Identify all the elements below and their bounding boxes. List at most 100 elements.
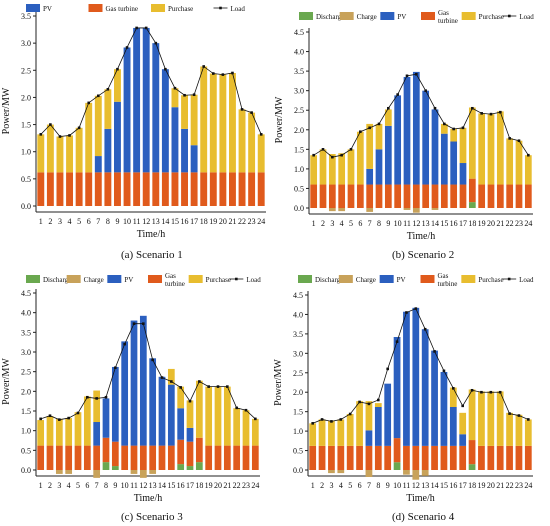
- bar-gas-turbine: [133, 172, 141, 206]
- y-tick-label: 1.5: [21, 121, 31, 130]
- x-tick-label: 21: [496, 219, 504, 228]
- bar-gas-turbine: [37, 172, 45, 206]
- bar-gas-turbine: [524, 445, 532, 470]
- x-tick-label: 8: [106, 217, 110, 226]
- y-tick-label: 1.5: [293, 408, 303, 417]
- bar-purchase: [365, 401, 373, 431]
- x-tick-label: 20: [214, 481, 222, 490]
- bar-gas-turbine: [468, 440, 476, 465]
- bar-gas-turbine: [83, 445, 91, 470]
- bar-purchase: [219, 74, 227, 173]
- bar-pv: [440, 133, 448, 185]
- x-tick-label: 2: [48, 217, 52, 226]
- load-point: [471, 106, 474, 110]
- bar-gas-turbine: [356, 184, 364, 208]
- bar-purchase: [104, 89, 112, 129]
- bar-pv: [123, 47, 131, 173]
- bar-discharge: [468, 464, 476, 470]
- y-tick-label: 3.5: [293, 330, 303, 339]
- bar-gas-turbine: [251, 445, 259, 470]
- bar-purchase: [114, 69, 121, 102]
- load-point: [188, 399, 192, 403]
- legend-label: Discharge: [315, 276, 343, 284]
- legend-label: Load: [519, 276, 534, 284]
- bar-gas-turbine: [37, 445, 45, 470]
- load-point: [498, 390, 502, 394]
- bar-pv: [158, 376, 166, 446]
- bar-gas-turbine: [338, 184, 346, 208]
- legend-swatch-discharge: [299, 12, 313, 20]
- x-tick-label: 18: [468, 481, 476, 490]
- legend-label: Charge: [357, 13, 377, 21]
- bar-gas-turbine: [161, 172, 169, 206]
- x-tick-label: 17: [186, 481, 194, 490]
- bar-charge: [421, 470, 429, 476]
- bar-gas-turbine: [478, 445, 485, 470]
- bar-discharge: [111, 466, 119, 470]
- bar-purchase: [319, 149, 327, 185]
- legend-label: Gas: [165, 272, 176, 280]
- bar-charge: [149, 470, 157, 474]
- load-point: [489, 112, 493, 116]
- bar-gas-turbine: [440, 184, 448, 208]
- bar-purchase: [328, 154, 336, 185]
- legend-label: turbine: [438, 280, 458, 288]
- y-tick-label: 3.0: [21, 348, 31, 357]
- bar-purchase: [223, 386, 231, 446]
- legend-label: Purchase: [206, 276, 231, 284]
- bar-charge: [412, 470, 420, 480]
- load-point: [415, 72, 418, 76]
- bar-pv: [121, 341, 129, 446]
- x-tick-label: 5: [349, 219, 353, 228]
- bar-pv: [102, 398, 110, 438]
- load-point: [489, 390, 493, 394]
- bar-pv: [93, 422, 101, 446]
- y-tick-label: 1.0: [294, 165, 304, 174]
- load-point: [151, 358, 154, 362]
- x-tick-label: 7: [368, 219, 372, 228]
- bar-pv: [403, 311, 410, 446]
- bar-purchase: [346, 414, 354, 446]
- bar-charge: [412, 208, 420, 213]
- load-point: [170, 380, 173, 383]
- x-tick-label: 2: [48, 481, 52, 490]
- legend-swatch-discharge: [298, 275, 312, 283]
- bar-purchase: [524, 155, 532, 185]
- bar-purchase: [487, 391, 495, 446]
- x-tick-label: 6: [87, 217, 91, 226]
- bar-gas-turbine: [449, 445, 457, 470]
- y-tick-label: 2.0: [293, 388, 303, 397]
- bar-gas-turbine: [309, 445, 317, 470]
- x-tick-label: 9: [386, 481, 390, 490]
- y-tick-label: 2.5: [293, 369, 303, 378]
- load-point: [442, 369, 446, 373]
- bar-purchase: [310, 155, 318, 185]
- x-tick-label: 18: [195, 481, 203, 490]
- bar-pv: [130, 320, 138, 446]
- x-tick-label: 6: [85, 481, 89, 490]
- load-point: [116, 67, 119, 71]
- bar-purchase: [200, 66, 208, 173]
- load-point: [231, 71, 234, 75]
- bar-gas-turbine: [238, 172, 246, 206]
- x-tick-label: 14: [161, 217, 169, 226]
- x-tick-label: 14: [158, 481, 166, 490]
- load-point: [96, 94, 100, 98]
- y-tick-label: 2.5: [21, 368, 31, 377]
- load-point: [160, 376, 164, 379]
- legend-label: turbine: [438, 17, 458, 25]
- bar-pv: [111, 366, 119, 442]
- bar-gas-turbine: [356, 445, 363, 470]
- caption-c: (c) Scenario 3: [121, 511, 183, 523]
- bar-purchase: [37, 134, 45, 173]
- bar-purchase: [459, 127, 467, 164]
- bar-charge: [403, 470, 410, 475]
- y-axis-label: Power/MW: [274, 96, 285, 143]
- legend-label: Discharge: [43, 276, 71, 284]
- bar-purchase: [190, 94, 198, 146]
- bar-gas-turbine: [94, 172, 102, 206]
- load-point: [259, 133, 263, 136]
- load-point: [517, 139, 521, 143]
- x-tick-label: 15: [171, 217, 179, 226]
- bar-gas-turbine: [496, 445, 504, 470]
